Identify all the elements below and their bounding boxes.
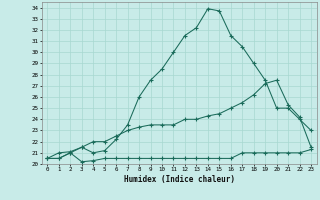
X-axis label: Humidex (Indice chaleur): Humidex (Indice chaleur) [124, 175, 235, 184]
